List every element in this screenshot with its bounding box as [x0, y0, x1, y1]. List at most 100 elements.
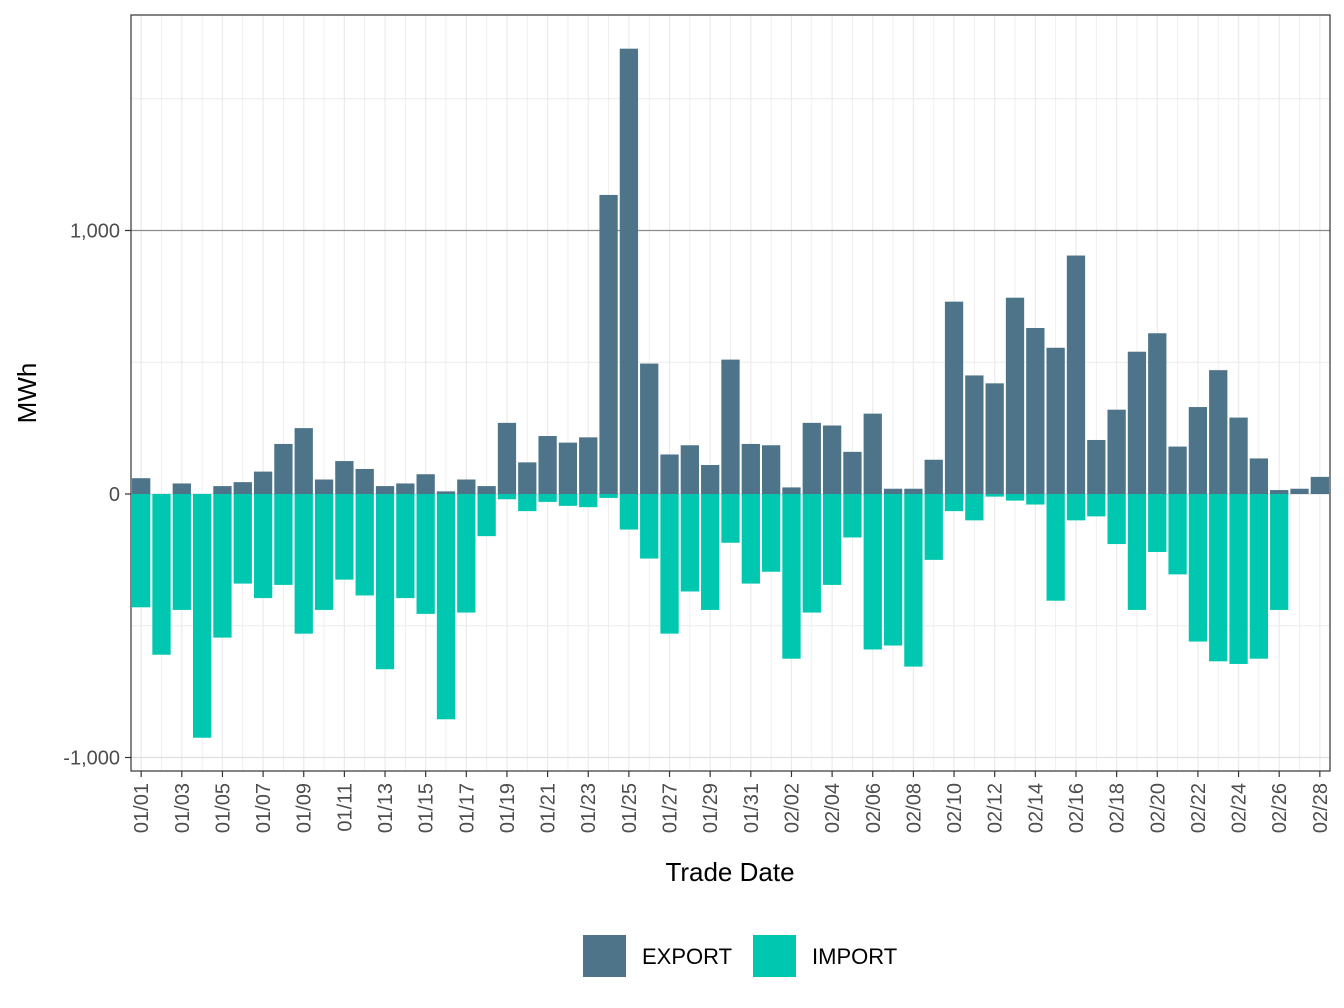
- bar-import-01-28: [680, 494, 700, 592]
- bar-export-01-08: [274, 443, 293, 494]
- x-tick-label: 02/04: [822, 783, 844, 833]
- bar-import-01-27: [660, 494, 679, 634]
- x-tick-label: 02/24: [1229, 783, 1251, 833]
- bar-export-02-27: [1290, 488, 1309, 494]
- bar-export-01-09: [294, 428, 313, 494]
- bar-export-02-24: [1229, 417, 1248, 494]
- x-tick-label: 01/11: [334, 783, 356, 832]
- bar-export-01-20: [518, 462, 537, 494]
- x-tick-label: 01/25: [619, 783, 641, 833]
- bar-import-02-07: [883, 494, 903, 646]
- bar-import-02-25: [1249, 494, 1269, 659]
- legend: EXPORT IMPORT: [583, 935, 897, 977]
- bar-import-01-10: [314, 494, 334, 610]
- bar-import-02-06: [863, 494, 882, 650]
- bar-export-01-12: [355, 468, 374, 494]
- bar-export-01-07: [253, 471, 273, 494]
- y-axis: -1,000 0 1,000: [63, 221, 131, 770]
- bar-import-01-05: [213, 494, 232, 638]
- bar-import-01-14: [396, 494, 415, 599]
- x-tick-label: 02/08: [903, 783, 925, 833]
- bar-import-02-12: [985, 494, 1004, 497]
- legend-label-export: EXPORT: [642, 944, 732, 969]
- bar-export-01-10: [314, 479, 334, 494]
- bar-export-02-17: [1087, 439, 1106, 494]
- x-tick-label: 02/18: [1107, 783, 1129, 833]
- bar-export-02-20: [1148, 333, 1167, 494]
- bar-import-02-23: [1209, 494, 1228, 662]
- bar-import-01-17: [457, 494, 476, 613]
- bar-import-01-30: [721, 494, 740, 543]
- bar-export-01-17: [457, 479, 476, 494]
- bar-import-01-26: [640, 494, 659, 559]
- x-tick-label: 01/09: [294, 783, 316, 833]
- y-tick-label: -1,000: [63, 748, 120, 770]
- bar-import-02-03: [802, 494, 821, 613]
- bar-import-01-04: [192, 494, 212, 738]
- bar-import-01-08: [274, 494, 293, 585]
- bar-export-01-22: [558, 442, 578, 494]
- bar-import-02-17: [1087, 494, 1106, 517]
- bar-import-02-21: [1168, 494, 1187, 575]
- bar-import-01-18: [477, 494, 496, 537]
- x-tick-label: 01/19: [497, 783, 519, 833]
- y-axis-title: MWh: [12, 363, 42, 424]
- x-tick-label: 02/14: [1025, 783, 1047, 833]
- bar-import-01-25: [619, 494, 639, 530]
- x-tick-label: 01/27: [660, 783, 682, 833]
- bar-import-02-13: [1005, 494, 1025, 501]
- bar-export-02-10: [944, 301, 964, 494]
- bar-export-02-19: [1127, 351, 1147, 494]
- x-tick-label: 01/03: [172, 783, 194, 833]
- bar-export-01-01: [132, 478, 151, 494]
- bar-import-02-22: [1188, 494, 1208, 642]
- bar-import-02-15: [1046, 494, 1065, 601]
- legend-key-import: [753, 935, 796, 977]
- x-tick-label: 01/05: [212, 783, 234, 833]
- bar-export-01-29: [701, 465, 720, 494]
- bar-export-02-14: [1026, 327, 1045, 494]
- bar-export-02-12: [985, 383, 1004, 494]
- bar-export-02-22: [1188, 407, 1208, 494]
- bar-import-02-05: [843, 494, 862, 538]
- bar-import-02-20: [1148, 494, 1167, 552]
- bar-export-01-05: [213, 486, 232, 494]
- bar-export-01-14: [396, 483, 415, 494]
- bar-export-02-26: [1270, 490, 1289, 494]
- x-tick-label: 01/17: [456, 783, 478, 833]
- bar-import-02-26: [1270, 494, 1289, 610]
- bar-import-01-06: [233, 494, 252, 584]
- bar-import-02-02: [782, 494, 801, 659]
- bar-export-02-03: [802, 422, 821, 494]
- bar-export-01-19: [497, 422, 517, 494]
- bar-export-01-13: [375, 486, 395, 494]
- bar-import-02-18: [1107, 494, 1126, 545]
- bar-import-02-24: [1229, 494, 1248, 664]
- bar-export-01-30: [721, 359, 740, 494]
- bar-import-01-13: [375, 494, 395, 670]
- bar-export-01-24: [599, 194, 618, 495]
- y-tick-label: 1,000: [70, 221, 120, 243]
- export-bars: [132, 48, 1329, 495]
- bar-import-01-12: [355, 494, 374, 596]
- x-tick-label: 02/22: [1188, 783, 1210, 833]
- bar-export-01-16: [436, 491, 456, 494]
- bar-import-01-20: [518, 494, 537, 512]
- bar-export-01-15: [416, 474, 435, 494]
- import-bars: [132, 494, 1289, 738]
- bar-import-02-04: [822, 494, 842, 585]
- x-tick-label: 02/02: [781, 783, 803, 833]
- bar-export-02-13: [1005, 297, 1025, 494]
- x-tick-label: 02/12: [985, 783, 1007, 833]
- x-tick-label: 02/06: [863, 783, 885, 833]
- bar-import-02-10: [944, 494, 964, 512]
- bar-export-01-31: [741, 443, 760, 494]
- x-tick-label: 02/16: [1066, 783, 1088, 833]
- bar-import-01-22: [558, 494, 578, 506]
- bar-export-01-26: [640, 363, 659, 494]
- bar-export-02-16: [1066, 255, 1086, 494]
- bar-export-02-15: [1046, 347, 1065, 494]
- bar-export-02-04: [822, 425, 842, 494]
- bar-import-01-23: [579, 494, 598, 508]
